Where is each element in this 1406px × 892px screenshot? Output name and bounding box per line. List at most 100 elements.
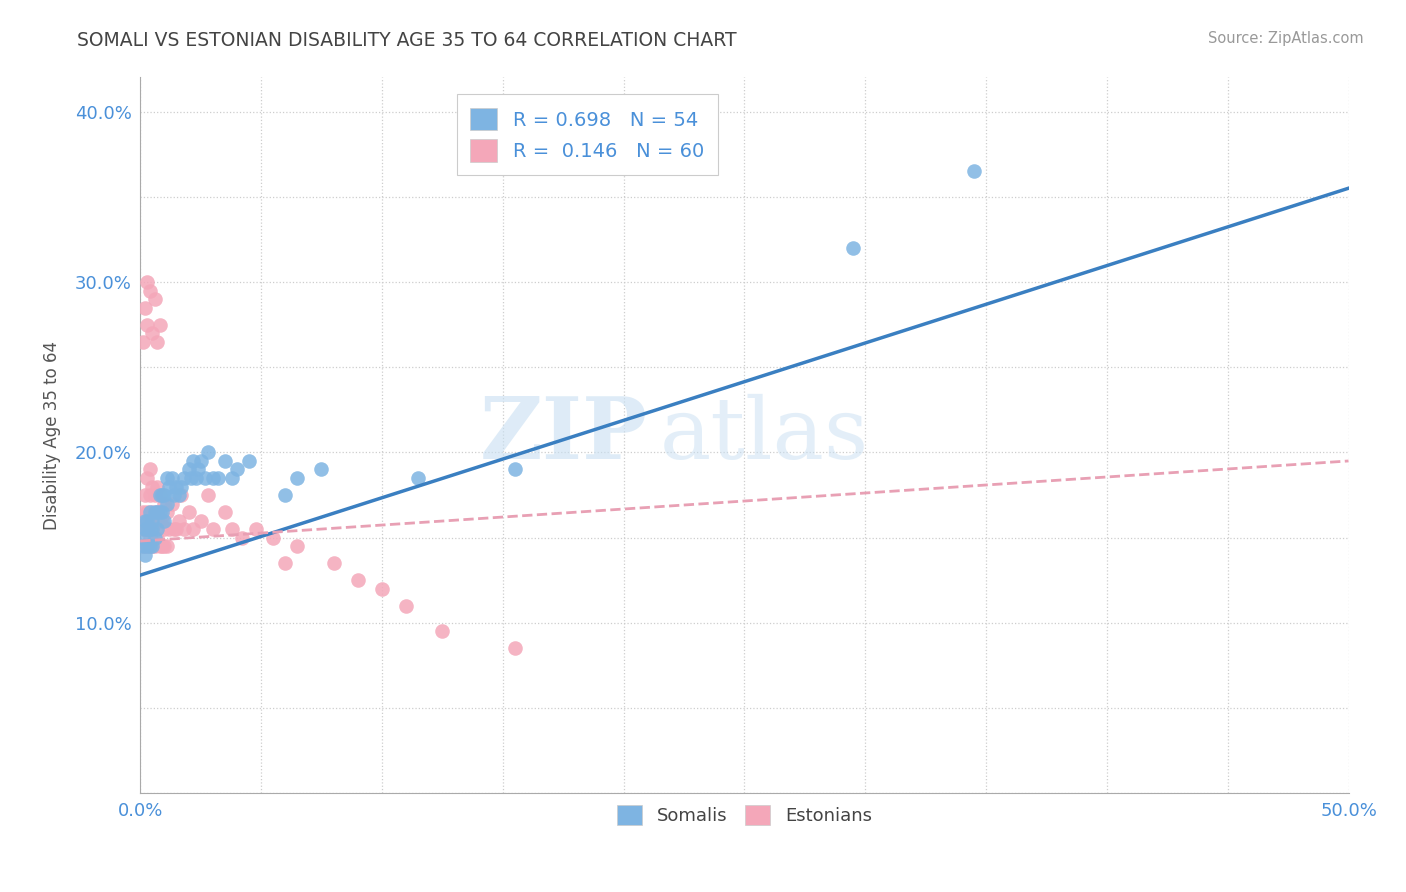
Point xyxy=(177,505,200,519)
Point xyxy=(141,514,163,528)
Point xyxy=(139,514,162,528)
Point xyxy=(139,531,162,545)
Point xyxy=(136,522,159,536)
Point xyxy=(156,471,179,485)
Point xyxy=(134,514,156,528)
Point xyxy=(963,164,986,178)
Point xyxy=(207,471,229,485)
Point xyxy=(148,539,170,553)
Point xyxy=(167,488,190,502)
Point xyxy=(156,497,179,511)
Point xyxy=(503,641,526,656)
Point xyxy=(274,556,297,570)
Point xyxy=(146,505,169,519)
Point xyxy=(150,514,173,528)
Point xyxy=(148,318,170,332)
Point xyxy=(156,539,179,553)
Point xyxy=(141,539,163,553)
Point xyxy=(146,479,169,493)
Point xyxy=(183,522,205,536)
Point xyxy=(153,539,176,553)
Point xyxy=(143,488,166,502)
Point xyxy=(214,505,236,519)
Point xyxy=(139,522,162,536)
Point xyxy=(148,505,170,519)
Point xyxy=(134,514,156,528)
Point xyxy=(131,531,153,545)
Point xyxy=(153,488,176,502)
Point xyxy=(148,488,170,502)
Point xyxy=(134,548,156,562)
Point xyxy=(346,574,368,588)
Point xyxy=(156,505,179,519)
Point xyxy=(136,471,159,485)
Point xyxy=(201,522,224,536)
Point xyxy=(166,479,188,493)
Point xyxy=(136,522,159,536)
Point xyxy=(238,454,260,468)
Point xyxy=(201,471,224,485)
Point xyxy=(136,318,159,332)
Point xyxy=(395,599,418,613)
Point xyxy=(139,462,162,476)
Point xyxy=(157,522,180,536)
Point xyxy=(134,522,156,536)
Point xyxy=(141,539,163,553)
Point xyxy=(139,539,162,553)
Point xyxy=(150,505,173,519)
Point xyxy=(245,522,267,536)
Point xyxy=(153,522,176,536)
Point xyxy=(160,471,183,485)
Point xyxy=(148,514,170,528)
Point xyxy=(134,488,156,502)
Point xyxy=(167,514,190,528)
Text: atlas: atlas xyxy=(659,393,869,477)
Text: ZIP: ZIP xyxy=(479,393,648,477)
Point xyxy=(225,462,247,476)
Point xyxy=(136,539,159,553)
Point xyxy=(187,462,209,476)
Point xyxy=(194,471,217,485)
Point xyxy=(141,522,163,536)
Point xyxy=(371,582,394,596)
Text: SOMALI VS ESTONIAN DISABILITY AGE 35 TO 64 CORRELATION CHART: SOMALI VS ESTONIAN DISABILITY AGE 35 TO … xyxy=(77,31,737,50)
Point xyxy=(163,522,186,536)
Point xyxy=(131,539,153,553)
Point xyxy=(131,505,153,519)
Point xyxy=(136,514,159,528)
Point xyxy=(285,471,308,485)
Point xyxy=(842,241,865,255)
Point xyxy=(503,462,526,476)
Point xyxy=(197,445,219,459)
Point xyxy=(143,539,166,553)
Point xyxy=(146,531,169,545)
Point xyxy=(163,488,186,502)
Point xyxy=(170,488,193,502)
Point xyxy=(136,505,159,519)
Point xyxy=(285,539,308,553)
Point xyxy=(143,531,166,545)
Point xyxy=(143,292,166,306)
Point xyxy=(274,488,297,502)
Point xyxy=(139,284,162,298)
Point xyxy=(184,471,207,485)
Point xyxy=(146,522,169,536)
Point xyxy=(136,539,159,553)
Legend: Somalis, Estonians: Somalis, Estonians xyxy=(607,796,882,834)
Point xyxy=(197,488,219,502)
Point xyxy=(221,522,243,536)
Point xyxy=(180,471,202,485)
Point xyxy=(134,522,156,536)
Point xyxy=(262,531,284,545)
Point xyxy=(153,497,176,511)
Point xyxy=(153,514,176,528)
Text: Source: ZipAtlas.com: Source: ZipAtlas.com xyxy=(1208,31,1364,46)
Point xyxy=(134,539,156,553)
Point xyxy=(146,505,169,519)
Point xyxy=(157,479,180,493)
Point xyxy=(190,514,212,528)
Point xyxy=(150,539,173,553)
Y-axis label: Disability Age 35 to 64: Disability Age 35 to 64 xyxy=(44,341,60,530)
Point xyxy=(322,556,344,570)
Point xyxy=(131,539,153,553)
